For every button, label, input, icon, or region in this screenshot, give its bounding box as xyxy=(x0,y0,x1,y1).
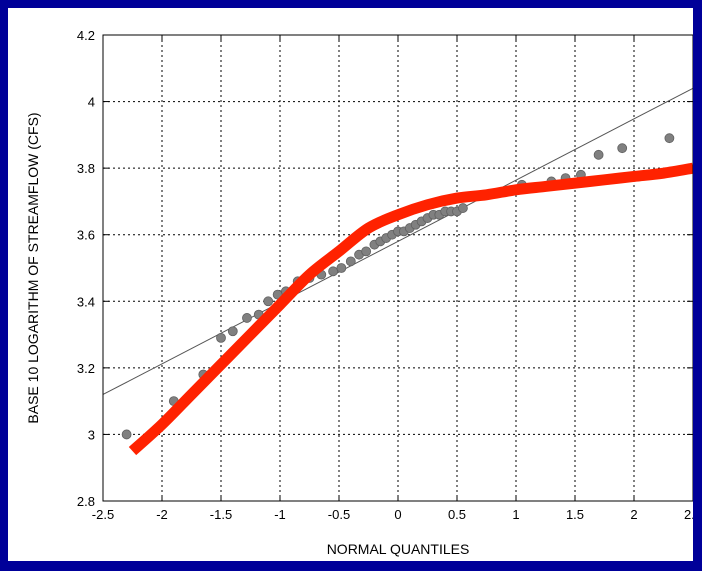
chart-frame: -2.5 -2 -1.5 -1 -0.5 0 0.5 1 1.5 2 2.5 2.8 3 3.2 3.4 3… xyxy=(8,8,693,561)
streamflow-quantile-chart: -2.5 -2 -1.5 -1 -0.5 0 0.5 1 1.5 2 2.5 2.8 3 3.2 3.4 3… xyxy=(25,28,693,557)
data-point xyxy=(345,256,356,267)
data-point xyxy=(216,332,226,343)
data-point xyxy=(617,143,628,154)
y-tick-label: 3 xyxy=(88,427,95,442)
plot-border xyxy=(102,34,693,502)
y-axis-title: BASE 10 LOGARITHM OF STREAMFLOW (CFS) xyxy=(25,112,41,423)
data-point xyxy=(121,429,132,440)
x-tick-label: -0.5 xyxy=(328,507,350,522)
fit-curve-group xyxy=(128,162,693,456)
x-axis-title: NORMAL QUANTILES xyxy=(327,541,470,557)
y-tick-label: 3.2 xyxy=(77,361,95,376)
data-point xyxy=(664,133,675,144)
x-tick-label: 0.5 xyxy=(448,507,466,522)
x-tick-label: 2.5 xyxy=(684,507,693,522)
y-tick-label: 3.8 xyxy=(77,161,95,176)
fit-curve xyxy=(128,162,693,456)
y-tick-label: 2.8 xyxy=(77,494,95,509)
data-point xyxy=(457,203,468,213)
x-tick-label: 0 xyxy=(394,507,401,522)
x-tick-label: 1.5 xyxy=(566,507,584,522)
reference-line xyxy=(102,87,693,395)
data-point xyxy=(263,296,274,307)
data-point xyxy=(227,326,238,337)
data-point xyxy=(336,263,347,273)
y-tick-label: 4.2 xyxy=(77,28,95,43)
y-tick-label: 3.6 xyxy=(77,228,95,243)
data-point xyxy=(361,246,372,257)
x-axis-ticks: -2.5 -2 -1.5 -1 -0.5 0 0.5 1 1.5 2 2.5 xyxy=(92,35,693,522)
x-tick-label: 2 xyxy=(630,507,637,522)
y-tick-label: 3.4 xyxy=(77,294,95,309)
data-point xyxy=(328,266,339,277)
plot-area xyxy=(103,35,693,501)
y-tick-label: 4 xyxy=(88,95,95,110)
reference-line-group xyxy=(102,87,693,395)
x-tick-label: -1.5 xyxy=(210,507,232,522)
data-point xyxy=(593,149,604,160)
x-tick-label: -1 xyxy=(274,507,286,522)
data-point xyxy=(242,313,252,323)
x-tick-label: -2.5 xyxy=(92,507,114,522)
x-tick-label: -2 xyxy=(156,507,168,522)
x-tick-label: 1 xyxy=(512,507,519,522)
